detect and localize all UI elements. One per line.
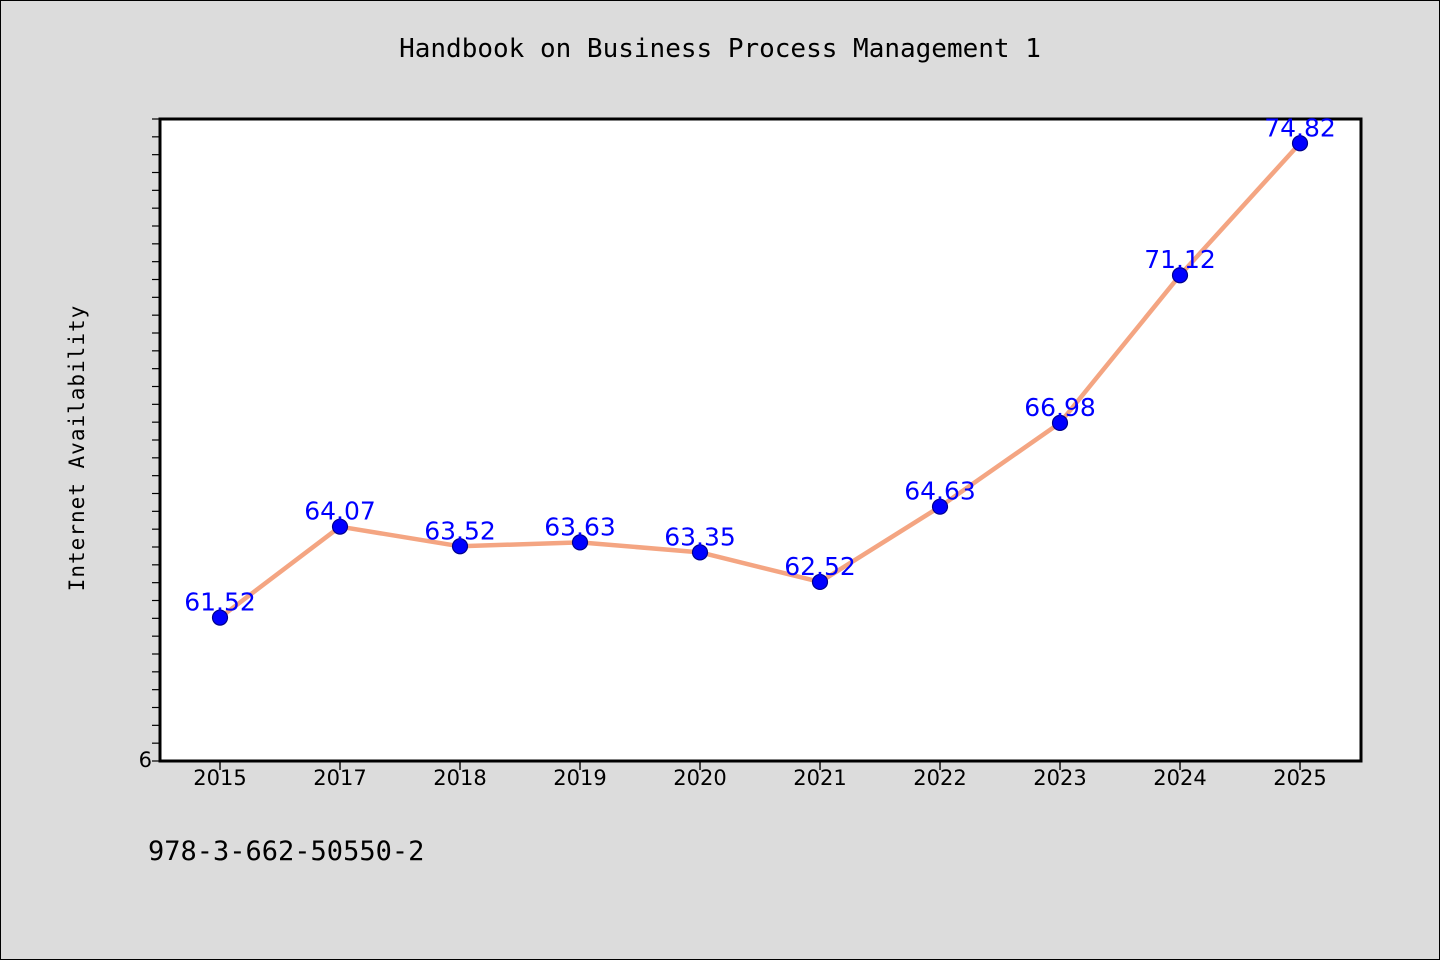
y-axis-ticks: 6 (139, 118, 159, 772)
x-tick-label: 2022 (913, 766, 966, 790)
data-point (451, 538, 469, 555)
data-point (691, 544, 709, 561)
x-tick-label: 2019 (553, 766, 606, 790)
data-point (571, 534, 589, 551)
x-tick-label: 2018 (433, 766, 486, 790)
x-tick-label: 2017 (313, 766, 366, 790)
data-label: 61.52 (184, 588, 256, 617)
series-layer (211, 135, 1309, 626)
x-tick-label: 2025 (1273, 766, 1326, 790)
data-label: 64.63 (904, 477, 976, 506)
data-label: 66.98 (1024, 393, 1096, 422)
x-tick-label: 2020 (673, 766, 726, 790)
data-label: 63.63 (544, 512, 616, 541)
data-point (931, 498, 949, 515)
series-line (217, 141, 1303, 620)
data-point (1171, 267, 1189, 284)
plot-area (158, 117, 1363, 763)
data-label: 64.07 (304, 497, 376, 526)
data-point (1291, 135, 1309, 152)
data-label: 62.52 (784, 552, 856, 581)
data-label: 74.82 (1264, 113, 1336, 142)
x-tick-label: 2023 (1033, 766, 1086, 790)
x-tick-label: 2024 (1153, 766, 1206, 790)
chart-title: Handbook on Business Process Management … (399, 34, 1041, 64)
data-point (1051, 414, 1069, 431)
data-label: 63.52 (424, 516, 496, 545)
x-tick-label: 2015 (193, 766, 246, 790)
data-label: 71.12 (1144, 245, 1216, 274)
data-point (811, 573, 829, 591)
y-tick-label: 6 (139, 748, 152, 772)
data-label: 63.35 (664, 522, 736, 551)
x-tick-label: 2021 (793, 766, 846, 790)
data-point (211, 609, 229, 626)
data-label-layer: 61.52 64.07 63.52 63.63 63.35 62.52 64.63 66.98… (184, 113, 1336, 616)
x-axis-ticks: 2015 2017 2018 2019 2020 2021 2022 2023 2024 2025 (193, 762, 1327, 790)
data-point (331, 518, 349, 535)
footnote-isbn: 978-3-662-50550-2 (148, 836, 425, 867)
